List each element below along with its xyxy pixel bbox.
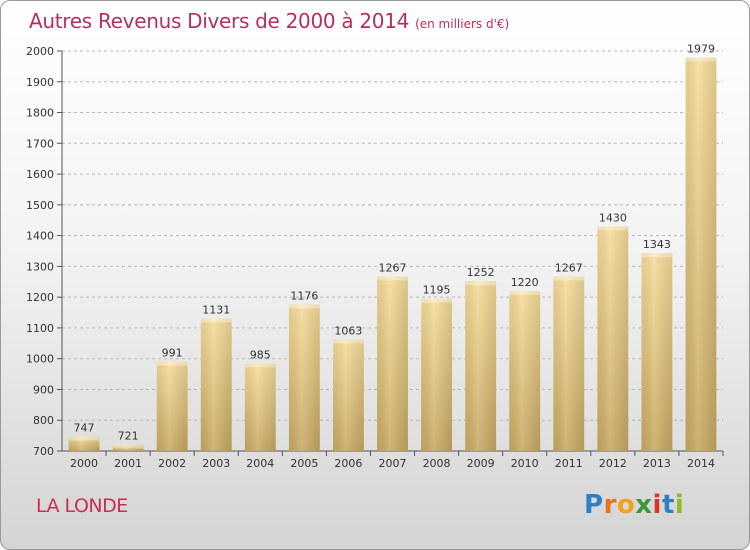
data-label: 1176 [290, 290, 318, 303]
place-name: LA LONDE [36, 495, 128, 517]
x-tick-label: 2002 [158, 457, 186, 470]
data-label: 1195 [423, 284, 451, 297]
bar-shade [156, 361, 188, 451]
x-tick-labels: 2000 2001 2002 2003 2004 2005 2006 2007 2008 2009… [70, 451, 724, 470]
data-label: 1267 [379, 262, 407, 275]
bar-highlight [553, 276, 585, 281]
y-tick-labels: 700 800 900 1000 1100 1200 1300 1400 1500 1600 170… [26, 45, 54, 458]
bar-shade [597, 226, 629, 451]
x-tick-label: 2008 [423, 457, 451, 470]
bar-shade [200, 318, 232, 451]
proxiti-logo: Proxiti [584, 490, 684, 520]
bar-highlight [156, 361, 188, 366]
x-tick-label: 2013 [643, 457, 671, 470]
bar-highlight [597, 226, 629, 231]
bar-shade [685, 57, 717, 451]
y-tick-label: 1000 [26, 353, 54, 366]
data-label: 985 [250, 348, 271, 361]
y-tick-label: 800 [33, 414, 54, 427]
bar-shade [465, 281, 497, 451]
bar-shade [377, 276, 408, 451]
y-tick-label: 1900 [26, 76, 54, 89]
bar-highlight [465, 281, 497, 286]
bar-shade [509, 291, 541, 451]
bar-highlight [68, 436, 100, 441]
bar-shade [641, 253, 673, 451]
y-tick-label: 1300 [26, 260, 54, 273]
bar-highlight [509, 291, 541, 295]
x-tick-label: 2010 [511, 457, 539, 470]
bar-shade [288, 304, 320, 451]
logo-letter: x [635, 490, 653, 520]
data-label: 1131 [202, 303, 230, 316]
x-tick-label: 2003 [202, 457, 230, 470]
data-labels: 747 721 991 1131 985 1176 1063 1267 1195 1252 1220… [74, 42, 715, 442]
y-tick-label: 2000 [26, 45, 54, 58]
chart-title: Autres Revenus Divers de 2000 à 2014 (en … [29, 9, 509, 33]
y-tick-label: 1200 [26, 291, 54, 304]
bars [68, 57, 717, 451]
y-tick-label: 1100 [26, 322, 54, 335]
x-tick-label: 2009 [467, 457, 495, 470]
bar-highlight [200, 318, 232, 323]
bar-shade [421, 298, 452, 451]
bar-highlight [641, 253, 673, 258]
data-label: 1252 [467, 266, 495, 279]
bar-highlight [421, 298, 452, 303]
bar-highlight [112, 444, 144, 449]
data-label: 747 [74, 422, 95, 435]
chart-subtitle: (en milliers d'€) [415, 17, 510, 31]
bar-highlight [288, 304, 320, 309]
logo-letter: i [674, 490, 685, 520]
logo-letter: i [652, 490, 662, 520]
x-tick-label: 2005 [290, 457, 318, 470]
data-label: 1979 [687, 42, 715, 55]
bar-highlight [685, 57, 717, 62]
bar-shade [333, 339, 364, 451]
bar-highlight [244, 363, 276, 368]
y-tick-label: 1400 [26, 230, 54, 243]
data-label: 1220 [511, 276, 539, 289]
data-label: 991 [162, 346, 183, 359]
data-label: 1267 [555, 262, 583, 275]
x-tick-label: 2007 [379, 457, 407, 470]
bar-shade [112, 444, 144, 451]
x-tick-label: 2014 [687, 457, 715, 470]
bar-shade [244, 363, 276, 451]
y-tick-label: 1800 [26, 107, 54, 120]
bar-shade [553, 276, 585, 451]
x-tick-label: 2001 [114, 457, 142, 470]
x-tick-label: 2006 [334, 457, 362, 470]
logo-letter: t [661, 490, 675, 520]
logo-letter: o [616, 490, 636, 520]
logo-letter: r [603, 490, 617, 520]
data-label: 1430 [599, 211, 627, 224]
data-label: 1343 [643, 238, 671, 251]
y-tick-label: 700 [33, 445, 54, 458]
x-tick-label: 2012 [599, 457, 627, 470]
bar-shade [68, 436, 100, 451]
x-tick-label: 2004 [246, 457, 274, 470]
data-label: 1063 [334, 324, 362, 337]
x-tick-label: 2000 [70, 457, 98, 470]
data-label: 721 [118, 430, 139, 443]
y-tick-label: 900 [33, 383, 54, 396]
y-tick-label: 1500 [26, 199, 54, 212]
chart-title-text: Autres Revenus Divers de 2000 à 2014 [29, 9, 410, 33]
x-tick-label: 2011 [555, 457, 583, 470]
y-tick-label: 1700 [26, 137, 54, 150]
bar-highlight [333, 339, 364, 344]
logo-letter: P [584, 490, 604, 520]
bar-highlight [377, 276, 408, 281]
y-tick-label: 1600 [26, 168, 54, 181]
